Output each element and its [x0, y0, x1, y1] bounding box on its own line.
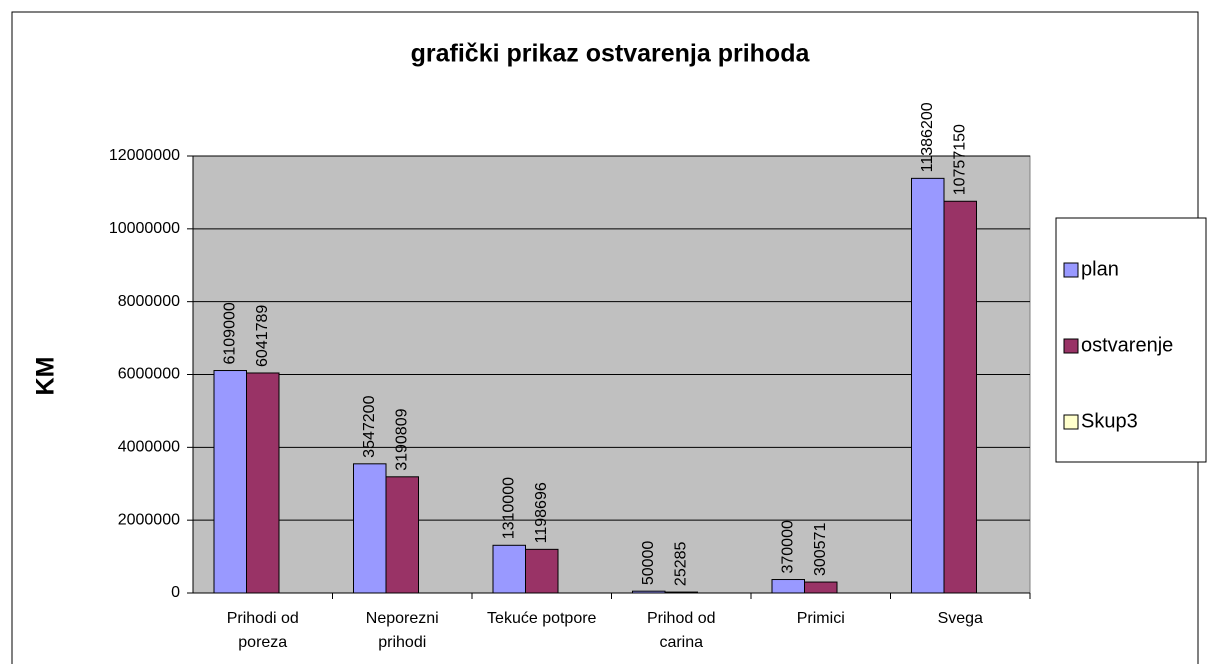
data-label: 3547200 [361, 395, 378, 457]
data-label: 25285 [672, 541, 689, 586]
bar [492, 544, 526, 594]
chart-title: grafički prikaz ostvarenja prihoda [411, 40, 811, 68]
legend-swatch [1063, 338, 1079, 354]
y-tick-label: 6000000 [118, 366, 180, 383]
data-label: 6041789 [254, 305, 271, 367]
legend-swatch [1063, 414, 1079, 430]
y-tick-label: 10000000 [109, 220, 180, 237]
y-tick-label: 12000000 [109, 147, 180, 164]
y-tick-label: 8000000 [118, 293, 180, 310]
x-tick-label: Svega [937, 610, 983, 627]
data-label: 370000 [779, 520, 796, 573]
data-label: 10757150 [951, 124, 968, 195]
bar [353, 463, 387, 594]
bar [246, 372, 280, 594]
legend-box [1055, 217, 1207, 463]
x-tick-label: Prihodi od poreza [226, 610, 299, 651]
y-tick-label: 2000000 [118, 511, 180, 528]
bar [911, 177, 945, 594]
x-tick-label: Tekuće potpore [487, 610, 597, 627]
bar [943, 200, 977, 594]
data-label: 300571 [812, 523, 829, 576]
legend-swatch [1063, 262, 1079, 278]
bar [213, 370, 247, 594]
data-label: 3190809 [393, 408, 410, 470]
y-tick-label: 4000000 [118, 439, 180, 456]
bar [804, 581, 838, 594]
y-tick-label: 0 [171, 584, 180, 601]
legend-label: ostvarenje [1081, 334, 1173, 356]
data-label: 6109000 [221, 302, 238, 364]
bar [525, 548, 559, 594]
data-label: 11386200 [919, 102, 936, 172]
y-axis-label: KM [32, 357, 60, 396]
x-tick-label: Neporezni prihodi [365, 610, 439, 651]
bar [771, 579, 805, 594]
legend-label: plan [1081, 258, 1119, 280]
bar [385, 476, 419, 594]
data-label: 1310000 [500, 477, 517, 539]
legend-label: Skup3 [1081, 410, 1138, 432]
data-label: 50000 [640, 541, 657, 586]
x-tick-label: Prihod od carina [647, 610, 716, 651]
x-tick-label: Primici [796, 610, 845, 627]
data-label: 1198696 [533, 482, 550, 543]
